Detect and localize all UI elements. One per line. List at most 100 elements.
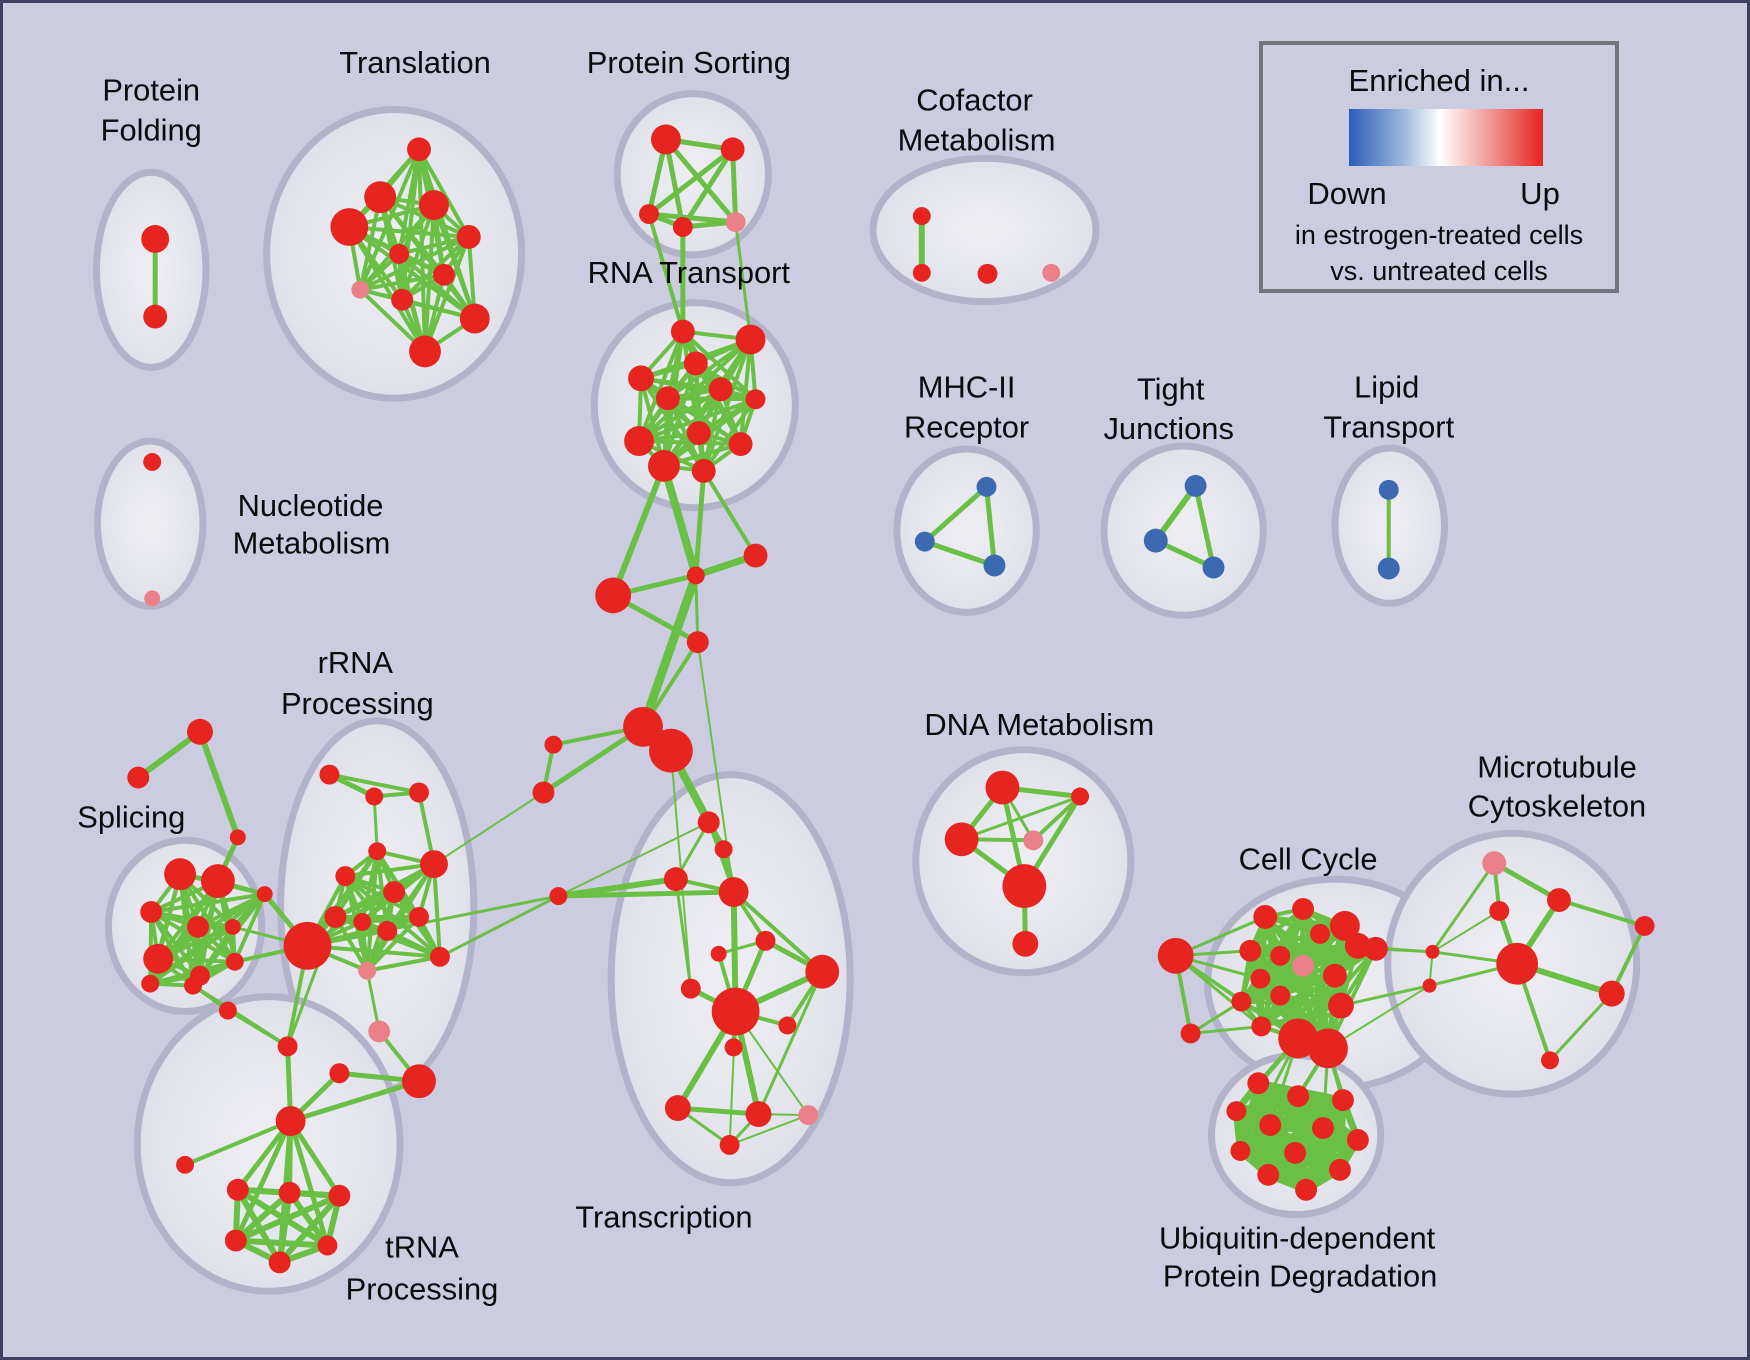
gene-set-node-tl-1 [364,181,397,214]
edge-tl.0-tl.4 [417,147,471,239]
gene-set-node-rr-7 [324,905,347,928]
edge-rt.5-rt.6 [665,396,758,402]
edge-ps.2-rt.0 [647,212,685,334]
gene-set-node-br-1 [686,566,705,585]
gene-set-node-rr-17 [277,1036,298,1057]
edge-sp.5-sp.8 [156,892,267,961]
gene-set-node-br-2 [743,543,768,568]
edge-br.0-rt.10 [610,462,667,599]
cluster-label-mhc-ii-receptor-line2: Receptor [904,409,1029,444]
edge-tn.3-tn.5 [232,1189,293,1244]
gene-set-node-pf-1 [143,304,168,329]
edge-ps.1-ps.3 [680,146,736,230]
gene-set-node-rr-2 [409,782,429,803]
cluster-label-trna-processing-line1: tRNA [385,1230,459,1265]
gene-set-node-mt-5 [1634,915,1655,936]
legend-down-label: Down [1307,176,1387,211]
cluster-label-dna-metabolism: DNA Metabolism [924,707,1154,742]
gene-set-node-tl-7 [351,280,370,299]
edge-tl.6-tl.7 [358,272,446,292]
edge-mt.7-mt.2 [1431,909,1501,953]
gene-set-node-rr-8 [353,912,372,931]
gene-set-node-cc-2 [1253,905,1278,929]
edge-tx.10-tx.11 [675,1105,762,1117]
edge-tri.0-tri.2 [197,728,241,841]
gene-set-node-tj-2 [1202,556,1225,579]
edge-mt.1-mt.5 [1556,898,1647,928]
gene-set-node-tl-9 [459,303,490,334]
gene-set-node-rt-5 [655,386,680,411]
gene-set-node-rt-9 [728,432,753,456]
gene-set-node-cc-16 [1251,1016,1272,1037]
gene-set-node-tx-12 [798,1105,819,1126]
edge-rt.11-br.2 [701,468,758,558]
gene-set-node-rr-6 [383,881,406,904]
gene-set-node-tx-2 [663,867,688,892]
gene-set-node-rr-11 [283,921,332,970]
edge-tl.3-tl.4 [347,225,471,239]
cluster-label-nucleotide-metabolism-line1: Nucleotide [238,488,384,523]
gene-set-node-tn-1 [176,1155,195,1174]
cluster-label-cofactor-metabolism-line1: Cofactor [916,83,1033,118]
gene-set-node-sp-0 [164,858,197,891]
edge-tx.3-tx.14 [731,890,825,974]
cluster-label-rrna-processing-line1: rRNA [318,645,394,680]
gene-set-node-cc-17 [1278,1018,1319,1059]
gene-set-node-tx-10 [664,1095,691,1122]
gene-set-node-sp-3 [187,915,209,938]
edge-dm.1-dm.3 [1031,794,1083,843]
gene-set-node-br-6 [544,735,563,754]
gene-set-node-ub-5 [1312,1117,1334,1139]
gene-set-node-cc-6 [1344,932,1371,959]
cluster-label-tight-junctions-line1: Tight [1137,371,1205,406]
gene-set-node-mt-1 [1547,888,1571,912]
gene-set-node-cc-14 [1270,985,1291,1006]
edge-mh.0-mh.2 [984,484,997,568]
gene-set-node-br-0 [595,577,632,614]
gene-set-node-rr-0 [319,764,340,785]
edge-ub.9-ub.10 [1264,1166,1344,1179]
edge-tn.4-tn.5 [232,1192,343,1244]
gene-set-node-rt-6 [745,389,766,410]
gene-set-node-ub-2 [1331,1089,1354,1112]
cluster-ellipse-protein-folding [92,168,210,371]
gene-set-node-rr-3 [368,842,387,861]
gene-set-node-sp-5 [143,943,174,974]
cluster-label-lipid-transport-line2: Transport [1323,409,1454,444]
gene-set-node-rr-1 [365,787,384,806]
gene-set-node-tl-6 [432,263,455,286]
gene-set-node-tn-6 [317,1235,338,1256]
edge-mt.0-mt.7 [1431,861,1496,954]
gene-set-node-cc-8 [1239,939,1262,962]
gene-set-node-cc-1 [1180,1023,1201,1044]
cluster-ellipse-mhc-ii-receptor [893,445,1040,616]
edge-br.1-br.3 [694,573,700,644]
edge-ps.1-ps.2 [646,146,736,217]
cluster-label-ubiquitin-dependent-protein-degradation-line1: Ubiquitin-dependent [1159,1221,1436,1256]
cluster-label-rrna-processing-line2: Processing [281,686,434,721]
edge-tn.4-tn.7 [276,1192,343,1266]
gene-set-node-rr-15 [329,1063,350,1084]
gene-set-node-rr-13 [429,946,450,967]
legend-title: Enriched in... [1348,63,1530,98]
edge-rr.11-br.8 [306,894,560,948]
gene-set-node-rt-7 [686,421,711,446]
gene-set-node-tj-1 [1143,528,1168,553]
edge-tn.0-tn.1 [183,1119,293,1167]
gene-set-node-ub-1 [1287,1085,1310,1108]
edge-rr.1-rr.3 [372,794,379,853]
gene-set-node-sp-8 [256,886,273,903]
gene-set-node-cf-1 [912,263,931,282]
gene-set-node-dm-2 [944,822,979,857]
edge-mt.0-mt.1 [1491,860,1562,903]
gene-set-node-mh-2 [983,554,1006,577]
gene-set-node-tx-6 [680,978,701,999]
gene-set-node-cf-2 [977,263,998,284]
gene-set-node-nm-0 [143,453,162,471]
gene-set-node-tl-10 [409,335,441,368]
edge-mh.1-mh.2 [922,539,997,568]
gene-set-node-tx-4 [755,930,776,951]
gene-set-node-dm-5 [1012,930,1039,957]
gene-set-node-cc-10 [1292,954,1315,977]
